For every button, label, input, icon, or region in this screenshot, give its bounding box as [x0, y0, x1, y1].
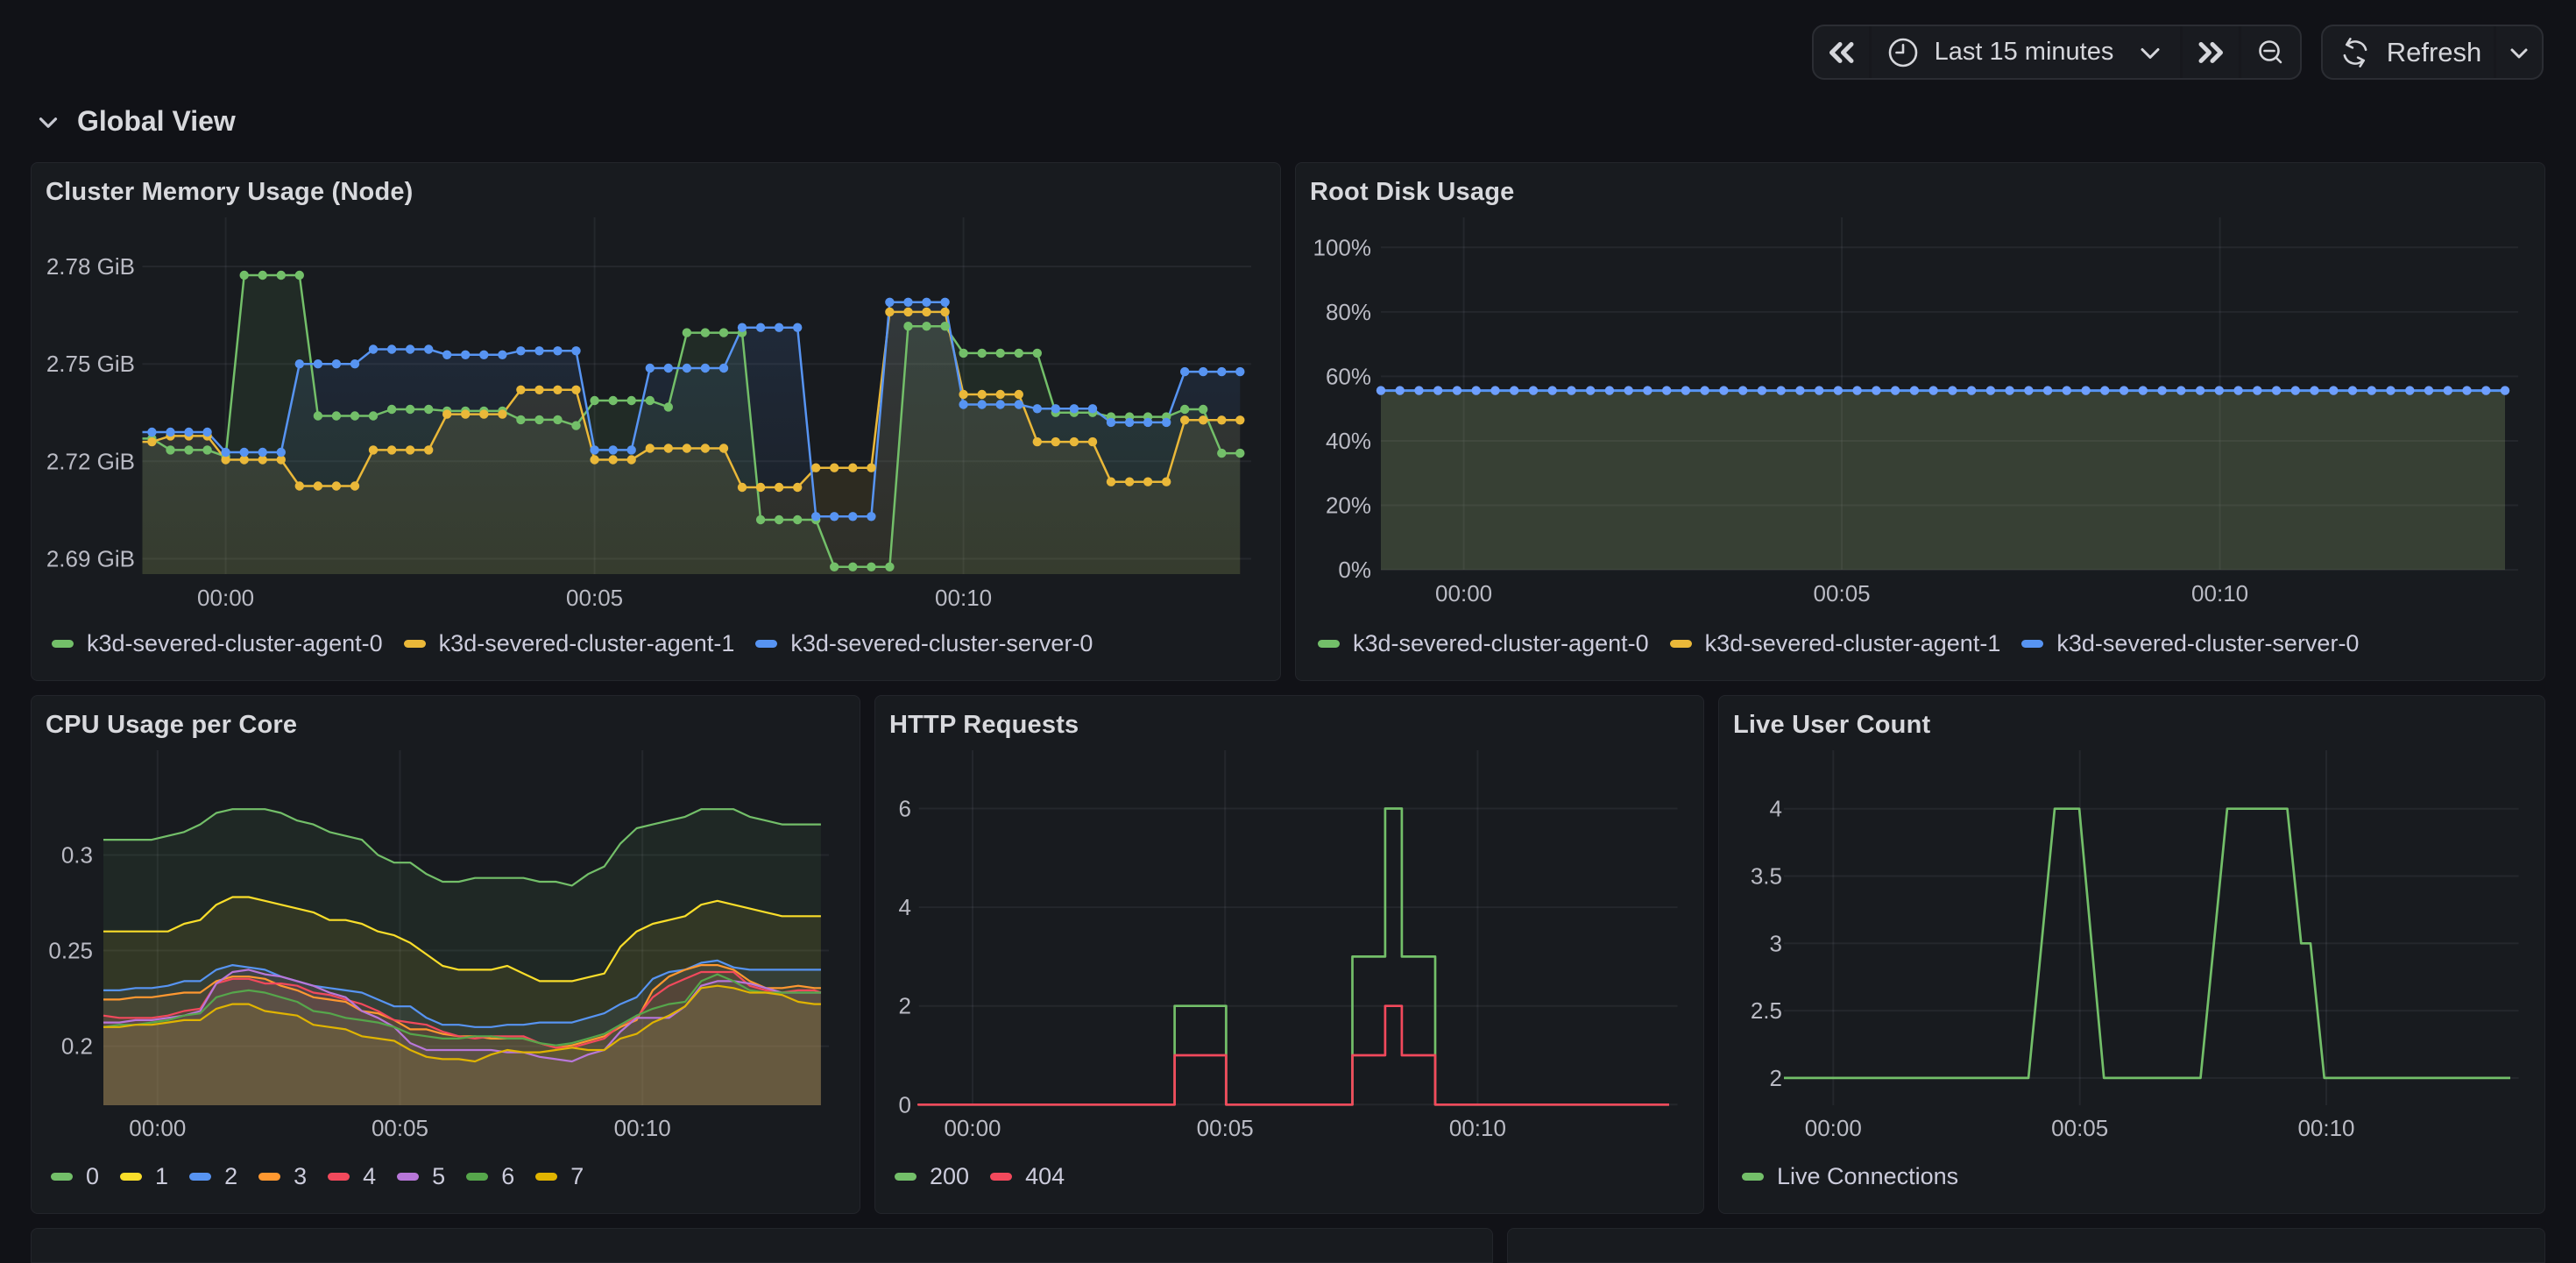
- svg-text:2: 2: [1770, 1065, 1782, 1091]
- svg-text:00:05: 00:05: [1814, 580, 1871, 607]
- svg-text:60%: 60%: [1326, 363, 1371, 389]
- svg-text:00:05: 00:05: [566, 585, 623, 611]
- svg-text:00:10: 00:10: [614, 1115, 671, 1141]
- svg-text:6: 6: [899, 796, 911, 822]
- svg-text:0.3: 0.3: [61, 842, 93, 869]
- svg-text:00:00: 00:00: [197, 585, 254, 611]
- svg-text:00:00: 00:00: [129, 1115, 186, 1141]
- svg-text:40%: 40%: [1326, 428, 1371, 454]
- svg-text:2.75 GiB: 2.75 GiB: [46, 351, 135, 377]
- svg-text:4: 4: [1770, 796, 1782, 822]
- svg-text:2.5: 2.5: [1751, 997, 1782, 1024]
- svg-text:00:00: 00:00: [944, 1115, 1001, 1141]
- svg-text:3: 3: [1770, 930, 1782, 956]
- svg-text:00:05: 00:05: [1197, 1115, 1254, 1141]
- svg-text:0%: 0%: [1338, 557, 1371, 583]
- svg-text:80%: 80%: [1326, 299, 1371, 325]
- svg-text:100%: 100%: [1313, 234, 1372, 260]
- svg-text:2.78 GiB: 2.78 GiB: [46, 253, 135, 280]
- svg-text:20%: 20%: [1326, 493, 1371, 519]
- svg-text:00:00: 00:00: [1805, 1115, 1862, 1141]
- svg-text:2: 2: [899, 993, 911, 1019]
- svg-text:00:10: 00:10: [2297, 1115, 2354, 1141]
- svg-text:0.25: 0.25: [48, 938, 93, 964]
- svg-text:00:00: 00:00: [1435, 580, 1492, 607]
- svg-text:0.2: 0.2: [61, 1033, 93, 1060]
- svg-text:4: 4: [899, 894, 911, 920]
- svg-text:00:10: 00:10: [2191, 580, 2248, 607]
- svg-text:00:05: 00:05: [372, 1115, 428, 1141]
- svg-text:3.5: 3.5: [1751, 863, 1782, 890]
- svg-text:0: 0: [899, 1091, 911, 1118]
- svg-text:00:10: 00:10: [1449, 1115, 1506, 1141]
- svg-text:00:10: 00:10: [935, 585, 992, 611]
- svg-text:00:05: 00:05: [2051, 1115, 2108, 1141]
- svg-text:2.72 GiB: 2.72 GiB: [46, 448, 135, 474]
- svg-text:2.69 GiB: 2.69 GiB: [46, 546, 135, 572]
